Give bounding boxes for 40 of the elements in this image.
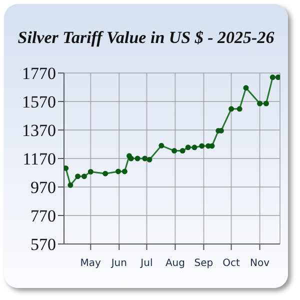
- point: [257, 100, 263, 106]
- point: [270, 74, 276, 80]
- y-tick-label: 970: [30, 178, 56, 198]
- y-tick-label: 1170: [22, 150, 56, 169]
- x-tick-label: May: [80, 258, 102, 269]
- point: [115, 168, 121, 174]
- x-tick-label: Oct: [222, 258, 240, 269]
- y-tick-label: 1370: [22, 121, 56, 140]
- x-tick-label: Sep: [194, 258, 214, 269]
- y-tick-label: 570: [30, 235, 56, 254]
- point: [102, 170, 108, 176]
- x-tick-label: Jun: [110, 258, 127, 269]
- point: [142, 156, 148, 162]
- point: [75, 174, 81, 180]
- x-tick-label: Aug: [165, 258, 185, 269]
- y-tick-label: 1770: [22, 64, 56, 84]
- y-tick-label: 1570: [22, 92, 56, 112]
- point: [134, 156, 140, 162]
- point: [185, 144, 191, 150]
- y-tick-label: 770: [30, 206, 56, 226]
- point: [172, 148, 178, 154]
- point: [199, 143, 205, 149]
- point: [236, 106, 242, 112]
- point: [192, 144, 198, 150]
- point: [180, 148, 186, 154]
- point: [64, 165, 69, 171]
- point: [228, 106, 234, 112]
- point: [81, 174, 87, 180]
- point: [243, 85, 249, 91]
- chart-title: Silver Tariff Value in US $ - 2025-26: [16, 28, 276, 48]
- point: [275, 74, 280, 80]
- point: [128, 156, 134, 162]
- point: [68, 182, 74, 188]
- x-tick-label: Jul: [140, 258, 153, 269]
- point: [146, 156, 152, 162]
- point: [88, 169, 94, 175]
- point: [158, 142, 164, 148]
- point: [263, 100, 269, 106]
- point: [122, 168, 128, 174]
- x-tick-label: Nov: [250, 258, 270, 269]
